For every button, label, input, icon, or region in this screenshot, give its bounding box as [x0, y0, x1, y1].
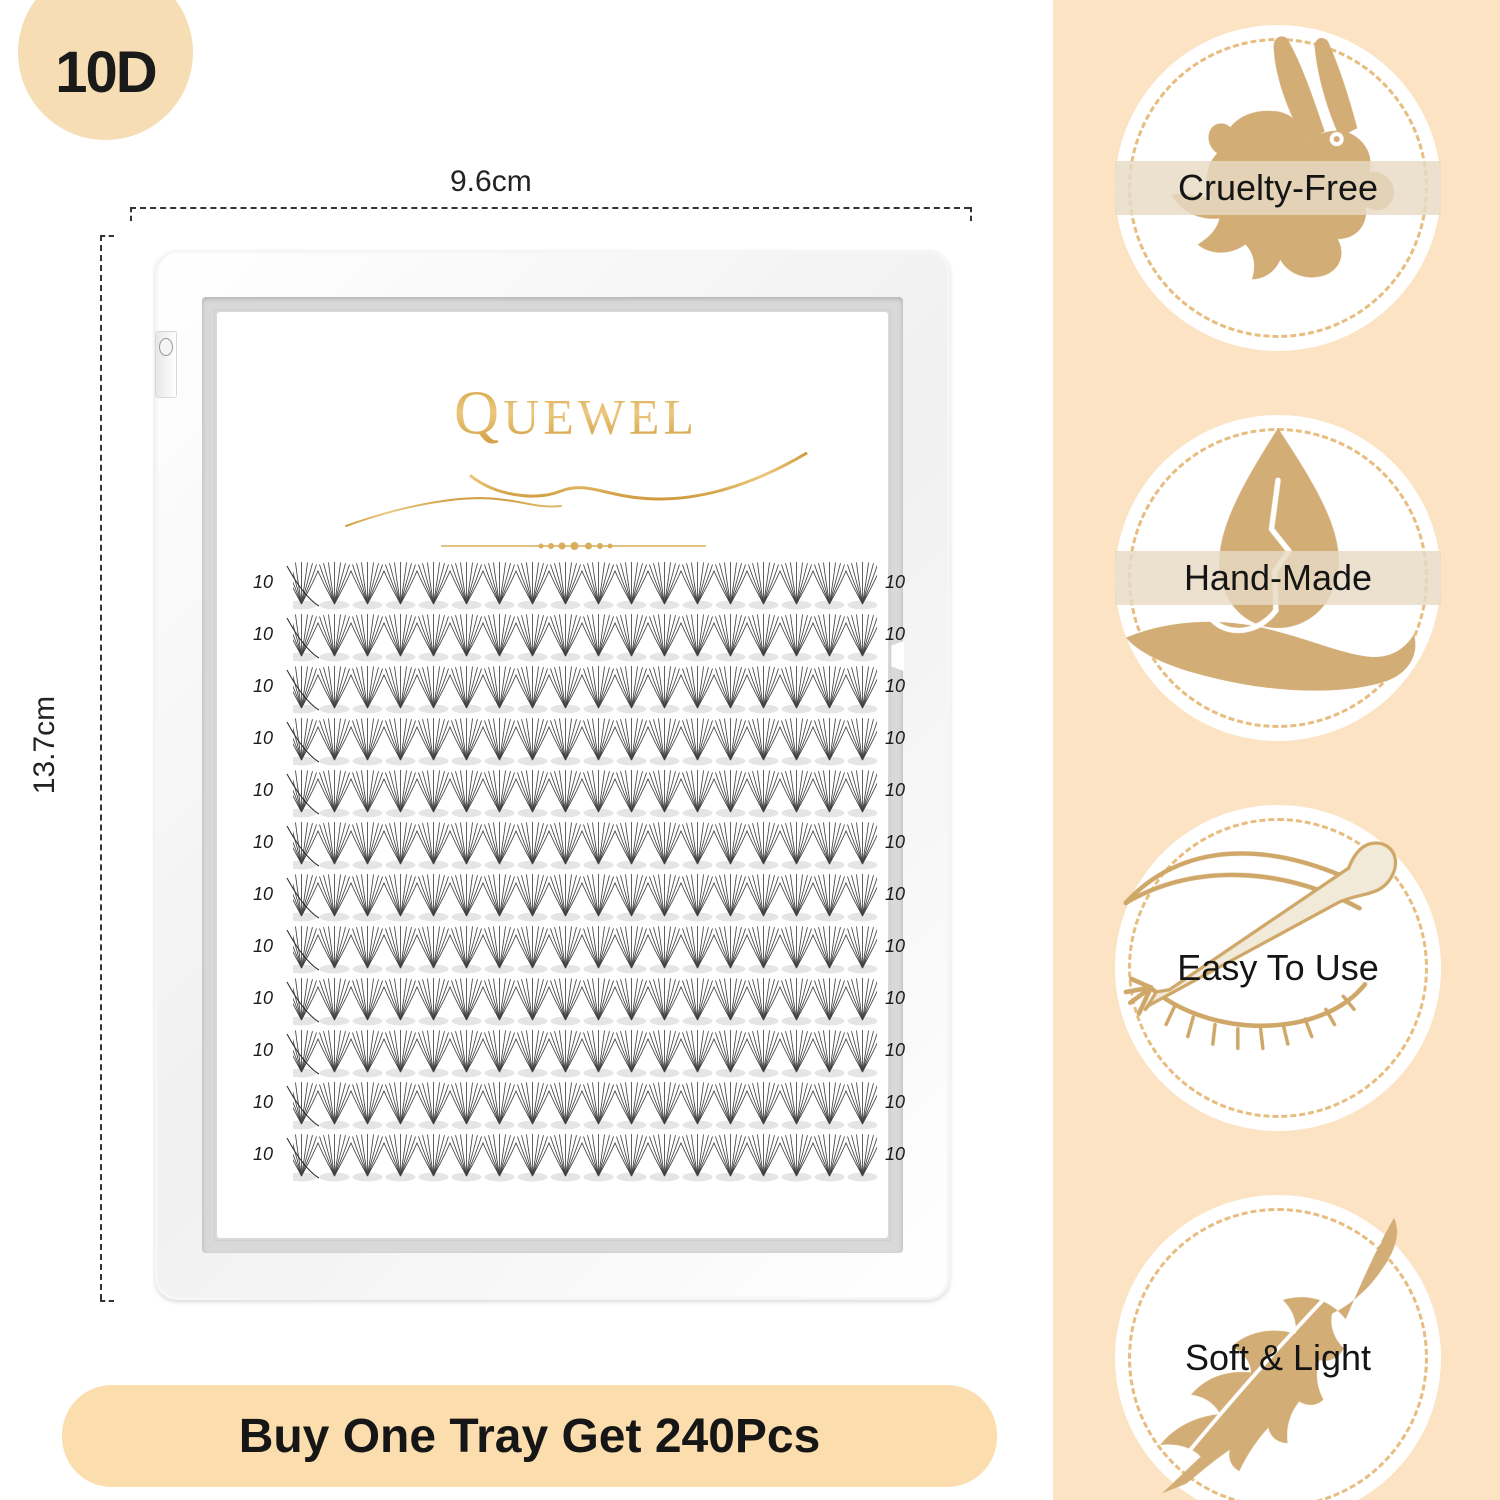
svg-text:QUEWEL: QUEWEL: [454, 378, 698, 448]
